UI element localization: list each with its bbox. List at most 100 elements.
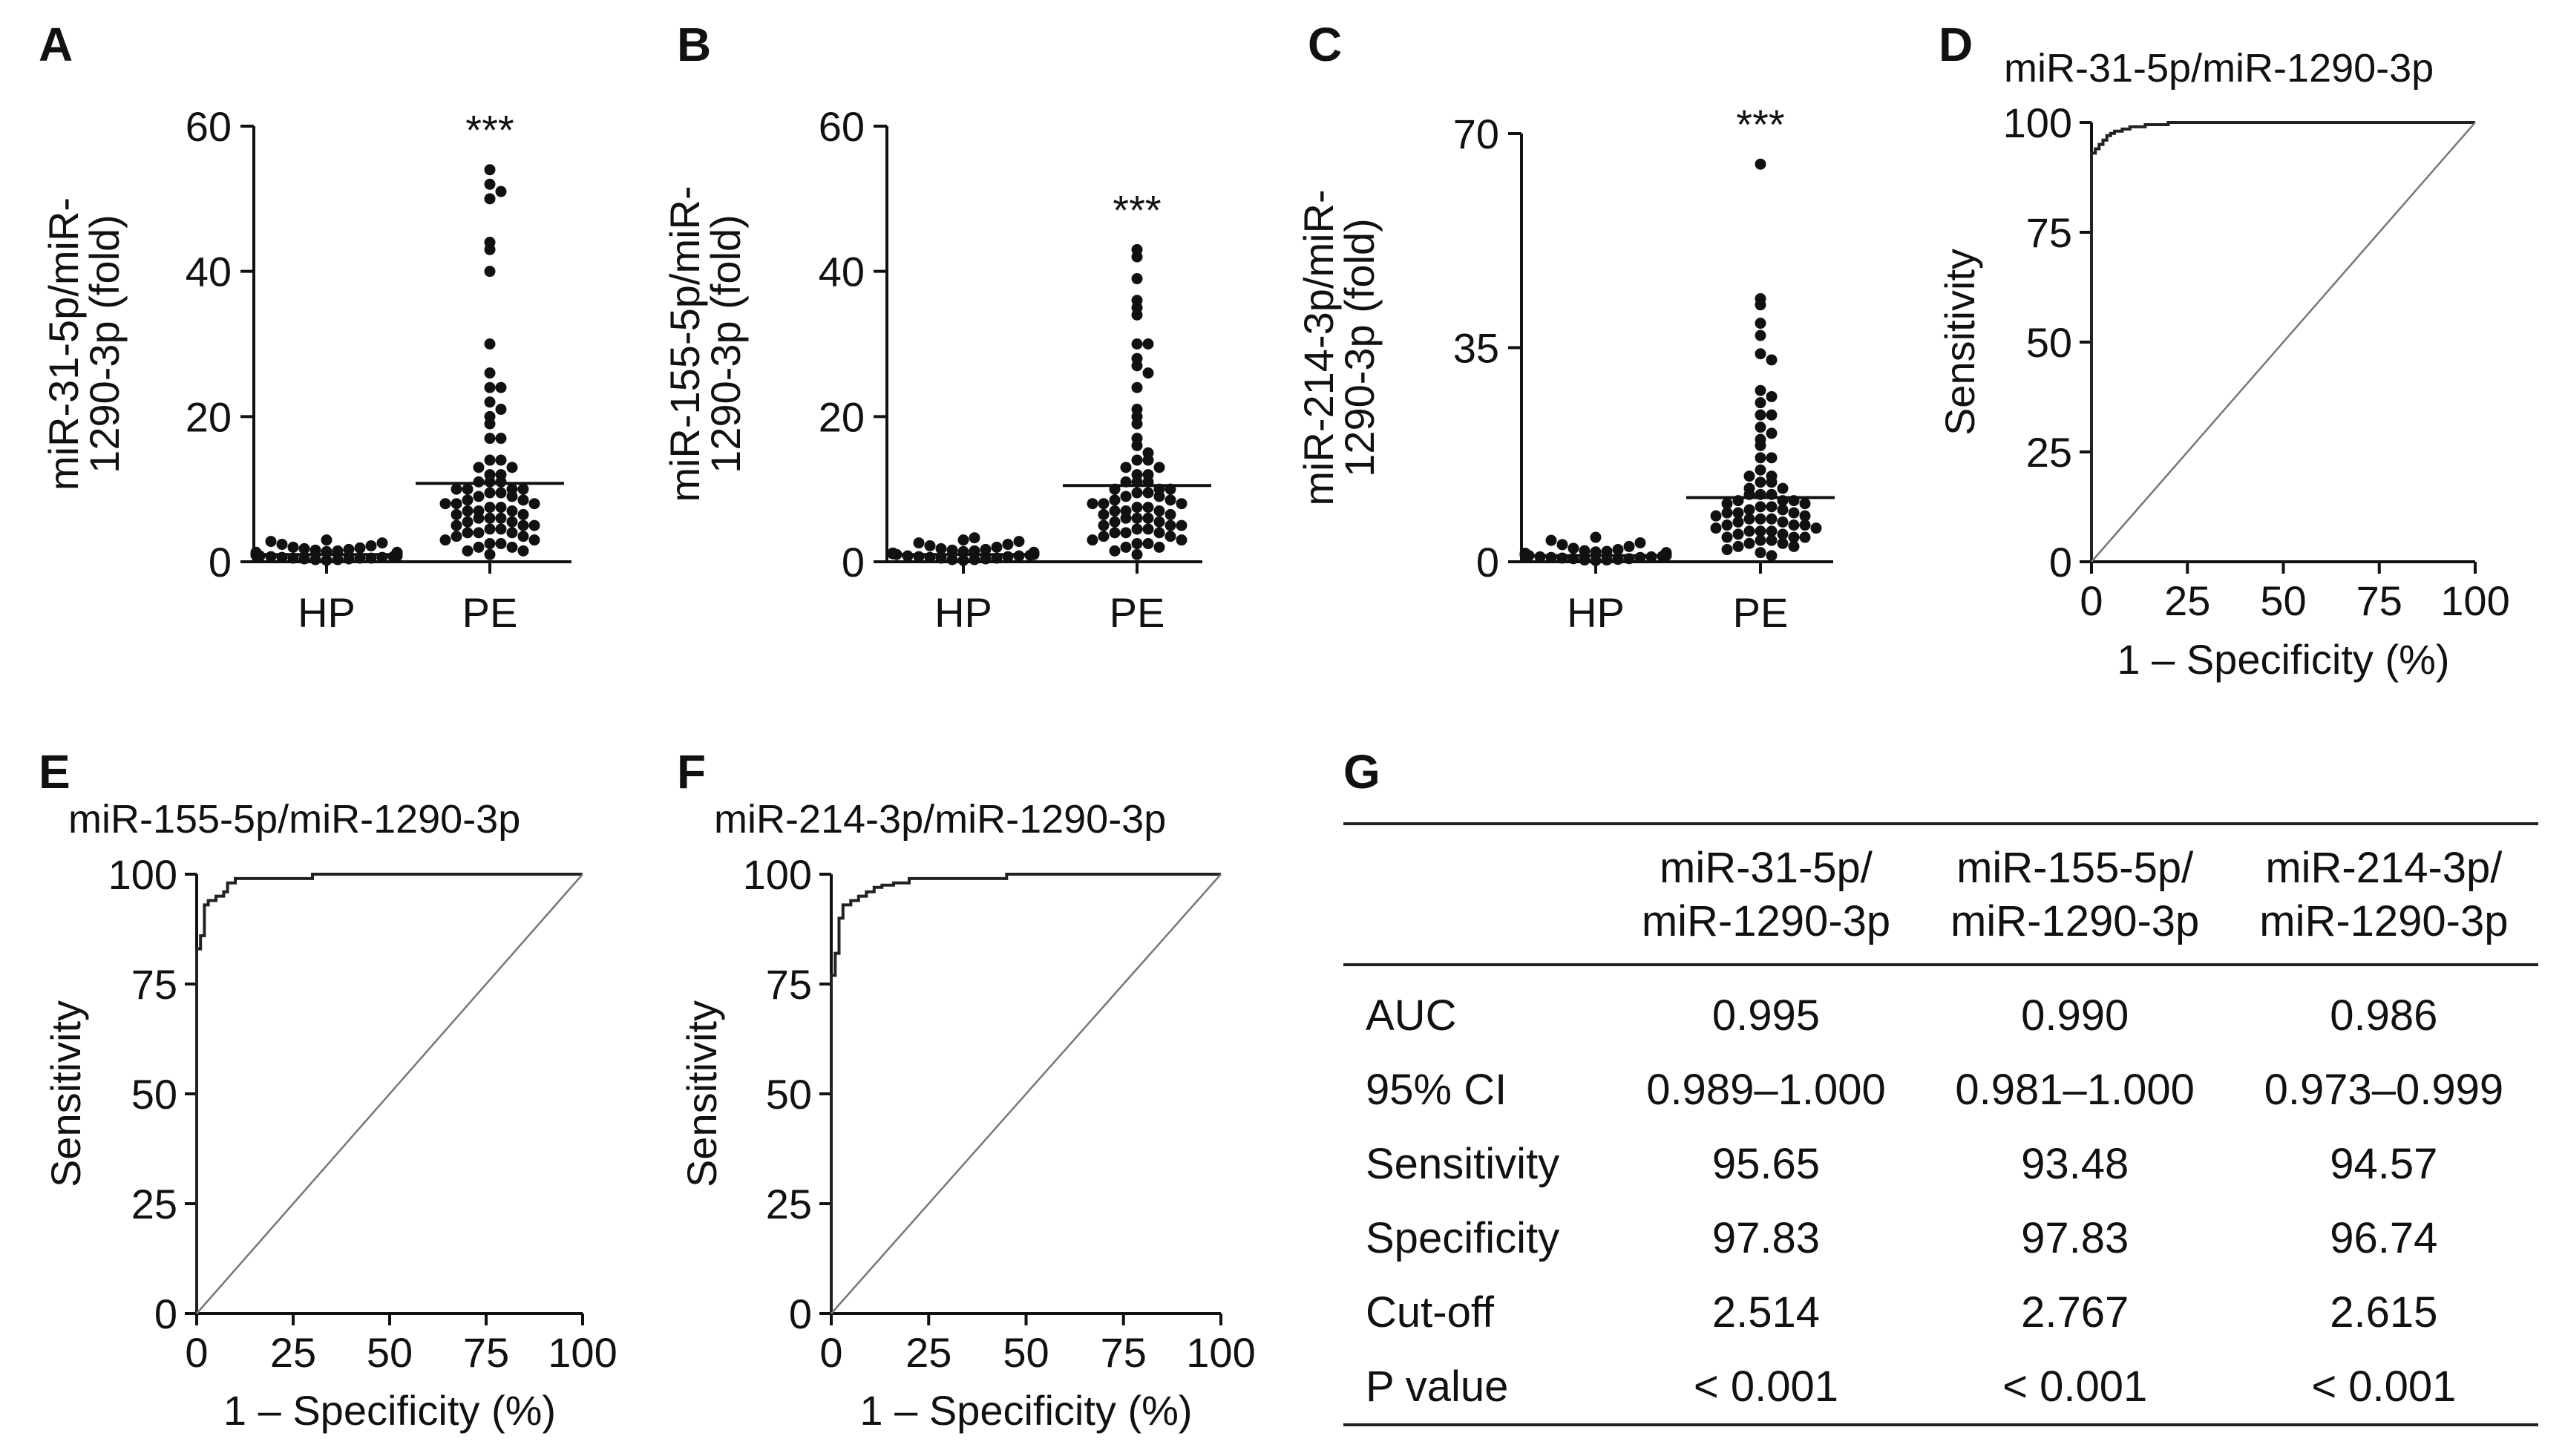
data-point <box>1777 482 1789 494</box>
table-header-col-3: miR-214-3p/miR-1290-3p <box>2259 844 2509 945</box>
data-point <box>484 502 496 514</box>
table-row-label: AUC <box>1366 991 1457 1040</box>
data-point <box>1120 491 1132 502</box>
data-point <box>495 404 507 416</box>
panel-g-performance-table: miR-31-5p/miR-1290-3p miR-155-5p/miR-129… <box>1343 822 2538 1426</box>
data-point <box>332 554 344 565</box>
data-point <box>495 523 507 535</box>
data-point <box>473 541 485 553</box>
data-point <box>1131 439 1143 451</box>
data-point <box>451 508 462 520</box>
data-point <box>1164 494 1176 506</box>
data-point <box>1164 508 1176 520</box>
data-point <box>980 543 992 555</box>
data-point <box>924 540 936 551</box>
data-point <box>484 396 496 408</box>
panel-d-title: miR-31-5p/miR-1290-3p <box>2004 46 2434 91</box>
data-point <box>1109 516 1121 528</box>
panel-label-b: B <box>677 18 711 71</box>
data-point <box>1087 498 1098 510</box>
panel-y-axis-title-line: 1290-3p (fold) <box>81 214 128 473</box>
data-point <box>484 523 496 535</box>
data-point <box>1579 554 1591 566</box>
data-point <box>1153 516 1165 528</box>
data-point <box>484 164 496 176</box>
table-cell: 2.615 <box>2330 1288 2438 1337</box>
data-point <box>1766 513 1778 525</box>
data-point <box>1142 538 1154 550</box>
data-point <box>1788 507 1800 519</box>
data-point <box>1755 348 1766 360</box>
data-point <box>1013 536 1025 548</box>
data-point <box>1755 422 1766 433</box>
table-header-empty <box>1343 824 1611 965</box>
data-point <box>495 454 507 466</box>
x-tick-label: 50 <box>367 1329 413 1376</box>
data-point <box>506 516 518 528</box>
data-point <box>1755 299 1766 311</box>
table-cell: 0.986 <box>2330 991 2438 1040</box>
panel-f-x-axis-title: 1 – Specificity (%) <box>859 1387 1192 1434</box>
data-point <box>1755 547 1766 559</box>
data-point <box>451 483 462 495</box>
data-point <box>365 540 377 551</box>
data-point <box>309 544 321 556</box>
data-point <box>495 512 507 524</box>
data-point <box>517 494 529 506</box>
panel-f-ticks: 0 25 50 75 100 0 25 50 75 100 <box>743 851 1256 1376</box>
data-point <box>495 538 507 550</box>
data-point <box>991 541 1003 553</box>
reference-diagonal-line <box>2091 122 2476 563</box>
y-tick-label: 75 <box>766 961 812 1008</box>
data-point <box>1732 507 1744 519</box>
panel-f-lines <box>830 873 1222 1314</box>
data-point <box>484 178 496 190</box>
table-cell: 0.981–1.000 <box>1955 1065 2195 1114</box>
data-point <box>321 554 332 566</box>
y-tick-label: 35 <box>1453 325 1499 372</box>
data-point <box>1766 390 1778 402</box>
data-point <box>343 553 355 565</box>
data-point <box>265 551 277 563</box>
y-tick-label: 70 <box>1453 111 1499 157</box>
data-point <box>321 534 332 546</box>
panel-d-roc-chart: D miR-31-5p/miR-1290-3p Sensitivity 1 – … <box>1936 18 2510 683</box>
panel-label-e: E <box>39 745 71 798</box>
data-point <box>265 536 277 548</box>
data-point <box>1153 505 1165 517</box>
y-tick-label: 0 <box>1476 539 1499 586</box>
data-point <box>1721 544 1733 556</box>
table-cell: 94.57 <box>2330 1139 2438 1188</box>
data-point <box>473 462 485 473</box>
data-point <box>1120 512 1132 524</box>
panel-c-y-axis-title: miR-214-3p/miR-1290-3p (fold) <box>1295 189 1383 505</box>
data-point <box>506 491 518 502</box>
data-point <box>1131 487 1143 499</box>
data-point <box>1732 516 1744 528</box>
data-point <box>1142 523 1154 535</box>
data-point <box>1721 507 1733 519</box>
data-point <box>1766 476 1778 488</box>
data-point <box>391 546 403 558</box>
x-tick-label: 100 <box>1186 1329 1255 1376</box>
data-point <box>1612 544 1624 556</box>
data-point <box>484 454 496 466</box>
data-point <box>517 531 529 542</box>
data-point <box>462 545 474 557</box>
data-point <box>1743 504 1755 516</box>
panel-e-ticks: 0 25 50 75 100 0 25 50 75 100 <box>108 851 618 1376</box>
data-point <box>1710 510 1722 522</box>
data-point <box>1098 531 1110 542</box>
data-point <box>1568 542 1579 554</box>
y-tick-label: 20 <box>186 393 232 440</box>
data-point <box>528 498 540 510</box>
data-point <box>462 483 474 495</box>
panel-e-x-axis-title: 1 – Specificity (%) <box>223 1387 556 1434</box>
roc-curve-line <box>830 873 1221 1314</box>
table-row-label: P value <box>1366 1362 1509 1411</box>
panel-d-x-axis-title: 1 – Specificity (%) <box>2117 636 2449 683</box>
data-point <box>1120 462 1132 473</box>
panel-a-scatter-chart: A miR-31-5p/miR-1290-3p (fold) 0 20 40 60 HP… <box>39 18 571 636</box>
x-tick-label: 75 <box>2356 577 2402 624</box>
y-tick-label: 75 <box>2026 209 2072 256</box>
